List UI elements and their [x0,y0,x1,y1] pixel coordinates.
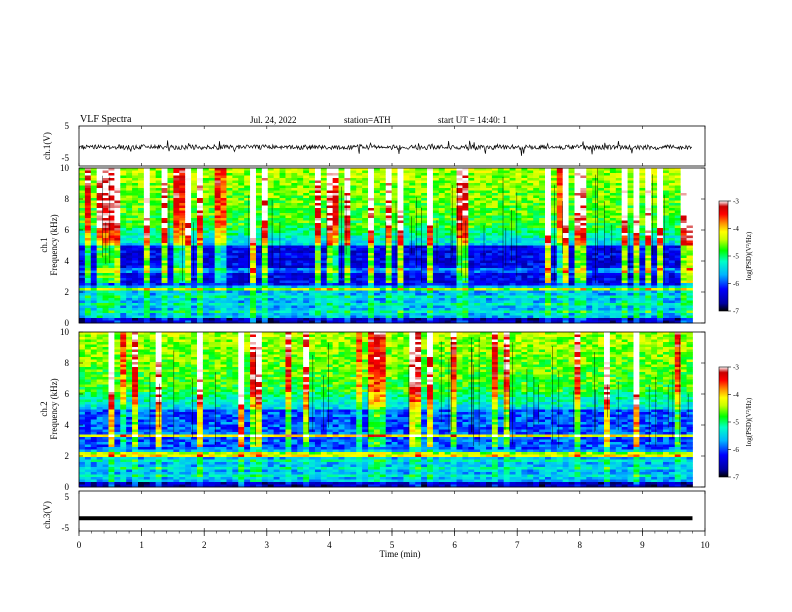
spec2-ytick-label: 8 [65,358,70,368]
time-axis-label: Time (min) [380,549,421,559]
station-label: station=ATH [344,115,391,125]
ch2-colorbar-label: log(PSD)(V²/Hz) [745,397,753,446]
date-label: Jul. 24, 2022 [250,115,297,125]
ch3-waveform-panel: 5 -5 ch.3(V) [42,490,706,533]
time-tick-label: 9 [640,540,645,550]
ch2-spectrogram-panel: 0 2 4 6 8 10 ch.2 Frequency (kHz) [39,327,706,492]
spec2-ytick-label: 0 [65,482,70,492]
time-axis: 0 1 2 3 4 5 6 7 8 9 10 [77,531,710,550]
spec2-ytick-label: 10 [60,327,70,337]
time-tick-label: 3 [265,540,270,550]
colorbar-tick-label: -3 [733,364,739,372]
ch1-ytick-top: 5 [65,121,70,131]
ch2-ylabel-channel: ch.2 [39,401,49,416]
colorbar-tick-label: -5 [733,253,739,261]
ch1-spectrogram-panel: 0 2 4 6 8 10 ch.1 Frequency (kHz) [39,163,706,328]
time-tick-label: 1 [139,540,144,550]
ch1-colorbar-label: log(PSD)(V²/Hz) [745,231,753,280]
spec2-ytick-label: 6 [65,389,70,399]
chart-title: VLF Spectra [80,114,132,125]
time-tick-label: 10 [701,540,711,550]
spec2-ytick-label: 4 [65,420,70,430]
ch2-spectrogram-image [79,332,693,488]
ch1-colorbar: -3 -4 -5 -6 -7 log(PSD)(V²/Hz) [718,198,753,316]
ch3-ylabel: ch.3(V) [42,501,52,529]
colorbar-tick-label: -4 [733,391,739,399]
ch3-ytick-bottom: -5 [62,523,70,533]
spec1-ytick-label: 8 [65,194,70,204]
ch1-spectrogram-image [79,168,693,324]
colorbar-tick-label: -4 [733,225,739,233]
time-tick-label: 0 [77,540,82,550]
time-tick-label: 5 [390,540,395,550]
ch1-ylabel: ch.1(V) [42,132,52,160]
time-tick-label: 8 [578,540,583,550]
colorbar-tick-label: -6 [733,446,739,454]
colorbar-tick-label: -7 [733,474,739,482]
spec1-ytick-label: 6 [65,225,70,235]
colorbar-tick-label: -6 [733,280,739,288]
time-tick-label: 7 [515,540,520,550]
ch1-ylabel-channel: ch.1 [39,237,49,252]
colorbar-tick-label: -7 [733,308,739,316]
colorbar-tick-label: -3 [733,198,739,206]
ch1-ytick-bottom: -5 [62,153,70,163]
start-time-label: start UT = 14:40: 1 [438,115,507,125]
ch2-colorbar: -3 -4 -5 -6 -7 log(PSD)(V²/Hz) [718,364,753,482]
ch2-ylabel-frequency: Frequency (kHz) [49,378,59,439]
spec1-ytick-label: 2 [65,287,70,297]
ch1-waveform-line [78,140,692,156]
colorbar-tick-label: -5 [733,419,739,427]
spec1-ytick-label: 4 [65,256,70,266]
spec1-ytick-label: 10 [60,163,70,173]
spec1-ytick-label: 0 [65,318,70,328]
time-tick-label: 2 [202,540,207,550]
spec2-ytick-label: 2 [65,451,70,461]
ch1-ylabel-frequency: Frequency (kHz) [49,214,59,275]
time-tick-label: 6 [452,540,457,550]
time-tick-label: 4 [327,540,332,550]
ch3-ytick-top: 5 [65,492,70,502]
